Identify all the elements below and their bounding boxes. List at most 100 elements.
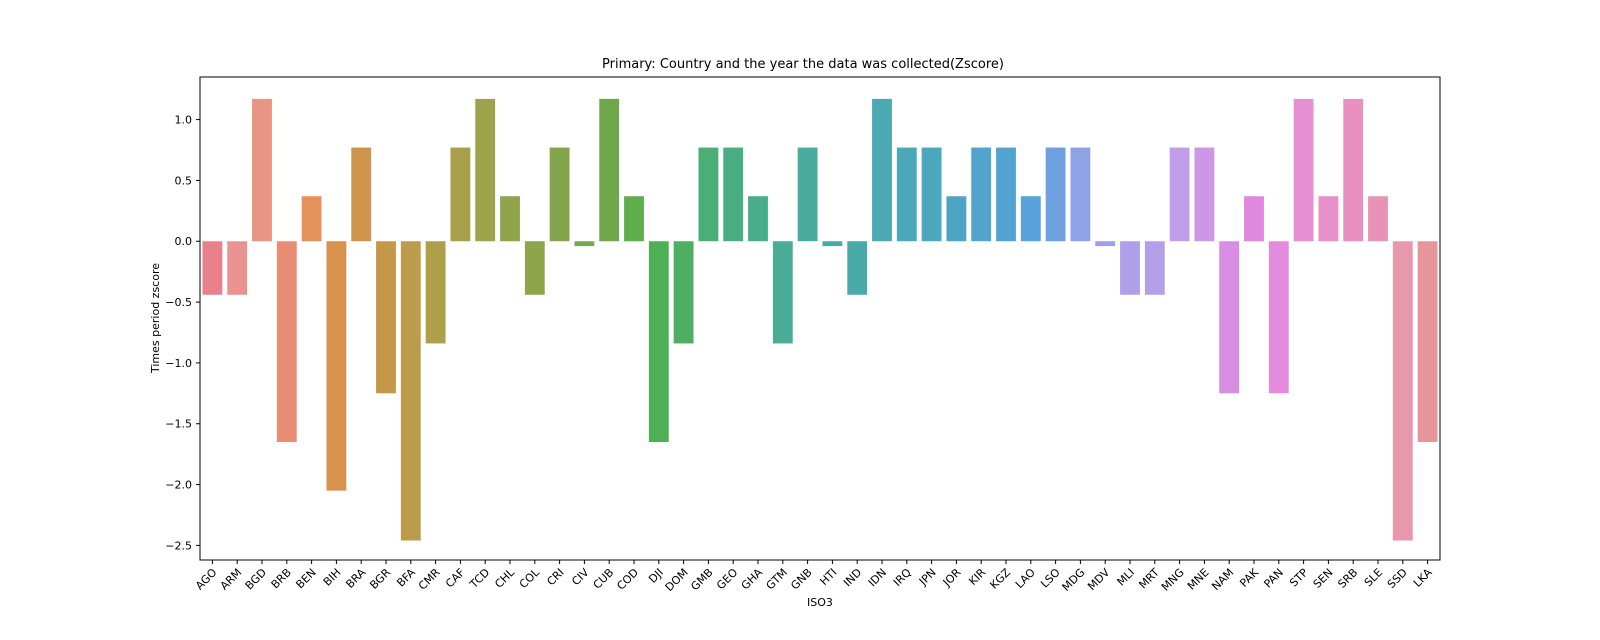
y-tick-label: 0.0 <box>175 235 193 248</box>
x-tick-label: ARM <box>218 566 245 593</box>
bar-gnb <box>797 147 818 242</box>
x-tick-label: LAO <box>1013 566 1038 591</box>
bar-caf <box>450 147 471 242</box>
bar-dji <box>648 241 669 442</box>
x-tick-label: JPN <box>916 566 939 589</box>
y-tick-label: −2.5 <box>165 539 192 552</box>
y-tick-label: 0.5 <box>175 174 193 187</box>
bar-col <box>524 241 545 295</box>
plot-frame <box>199 76 1441 561</box>
bar-pak <box>1244 196 1264 242</box>
bar-ind <box>847 241 868 295</box>
x-tick-label: SLE <box>1362 566 1385 589</box>
chart-title: Primary: Country and the year the data w… <box>602 57 1004 72</box>
x-tick-label: KIR <box>966 566 988 588</box>
bar-mdg <box>1070 147 1091 242</box>
bar-jor <box>946 196 967 242</box>
bar-cri <box>549 147 570 242</box>
bar-civ <box>574 241 595 247</box>
x-axis-label: ISO3 <box>807 596 833 609</box>
x-tick-label: DJI <box>646 566 666 586</box>
x-tick-label: HTI <box>817 566 839 588</box>
x-tick-label: MDG <box>1060 566 1088 594</box>
x-tick-label: AGO <box>193 566 220 593</box>
bar-mrt <box>1144 241 1165 295</box>
x-tick-label: GHA <box>739 566 766 593</box>
bar-gha <box>748 196 768 242</box>
x-tick-label: TCD <box>467 566 493 592</box>
bar-bih <box>326 241 347 491</box>
x-tick-label: SSD <box>1385 566 1410 591</box>
x-tick-label: CRI <box>544 566 566 588</box>
x-tick-label: MLI <box>1115 566 1138 589</box>
x-tick-label: MDV <box>1085 566 1112 593</box>
bar-stp <box>1293 98 1314 242</box>
bar-arm <box>227 241 248 295</box>
x-tick-label: CMR <box>416 566 443 593</box>
bar-gmb <box>698 147 719 242</box>
bar-kgz <box>996 147 1016 242</box>
bar-sen <box>1318 196 1339 242</box>
x-tick-label: LKA <box>1411 566 1435 590</box>
x-tick-label: COL <box>517 565 543 591</box>
bar-irq <box>896 147 917 242</box>
bar-lso <box>1045 147 1066 242</box>
x-tick-label: MRT <box>1136 566 1162 592</box>
bar-lao <box>1020 196 1041 242</box>
bar-sle <box>1368 196 1388 242</box>
y-axis-label: Times period zscore <box>149 263 162 374</box>
bar-idn <box>872 98 892 242</box>
bar-kir <box>971 147 992 242</box>
x-tick-label: LSO <box>1038 566 1063 591</box>
bar-dom <box>673 241 694 344</box>
x-tick-label: BIH <box>321 566 344 589</box>
x-tick-label: CUB <box>591 566 617 592</box>
bars-group <box>202 98 1438 541</box>
y-tick-label: 1.0 <box>175 114 193 127</box>
x-tick-label: STP <box>1287 566 1311 590</box>
x-tick-label: BRA <box>343 566 368 591</box>
x-tick-label: BGR <box>367 566 393 592</box>
bar-ben <box>301 196 322 242</box>
x-tick-label: DOM <box>663 566 691 594</box>
x-tick-label: KGZ <box>987 566 1013 592</box>
bar-brb <box>276 241 297 442</box>
bar-cmr <box>425 241 446 344</box>
x-tick-label: BGD <box>243 566 269 592</box>
x-tick-label: PAK <box>1237 565 1261 589</box>
y-tick-label: −1.0 <box>165 357 192 370</box>
bar-cub <box>599 98 620 242</box>
bar-mdv <box>1095 241 1116 247</box>
bar-mng <box>1169 147 1190 242</box>
x-tick-label: BRB <box>269 566 294 591</box>
bar-lka <box>1417 241 1438 442</box>
bar-srb <box>1343 98 1364 242</box>
x-tick-label: GEO <box>714 566 740 592</box>
x-tick-label: GMB <box>688 566 715 593</box>
bar-tcd <box>475 98 496 242</box>
bar-mli <box>1120 241 1140 295</box>
bar-gtm <box>772 241 793 344</box>
x-tick-label: CAF <box>443 566 467 590</box>
y-axis: −2.5 −2.0 −1.5 −1.0 −0.5 0.0 0.5 1.0 <box>165 114 200 552</box>
x-tick-label: MNE <box>1185 566 1212 593</box>
y-tick-label: −2.0 <box>165 479 192 492</box>
x-tick-label: IDN <box>866 566 889 589</box>
x-tick-label: PAN <box>1261 566 1286 591</box>
bar-cod <box>624 196 644 242</box>
x-tick-label: SEN <box>1311 566 1336 591</box>
y-tick-label: −0.5 <box>165 296 192 309</box>
bar-bfa <box>400 241 421 541</box>
bar-chl <box>500 196 520 242</box>
x-tick-label: NAM <box>1209 566 1236 593</box>
y-tick-label: −1.5 <box>165 418 192 431</box>
x-tick-label: GNB <box>788 566 814 592</box>
bar-hti <box>822 241 843 247</box>
bar-bgd <box>252 98 272 242</box>
bar-ago <box>202 241 223 295</box>
bar-geo <box>723 147 744 242</box>
bar-pan <box>1268 241 1289 394</box>
x-tick-label: COD <box>614 566 641 593</box>
x-tick-label: CHL <box>492 565 517 590</box>
